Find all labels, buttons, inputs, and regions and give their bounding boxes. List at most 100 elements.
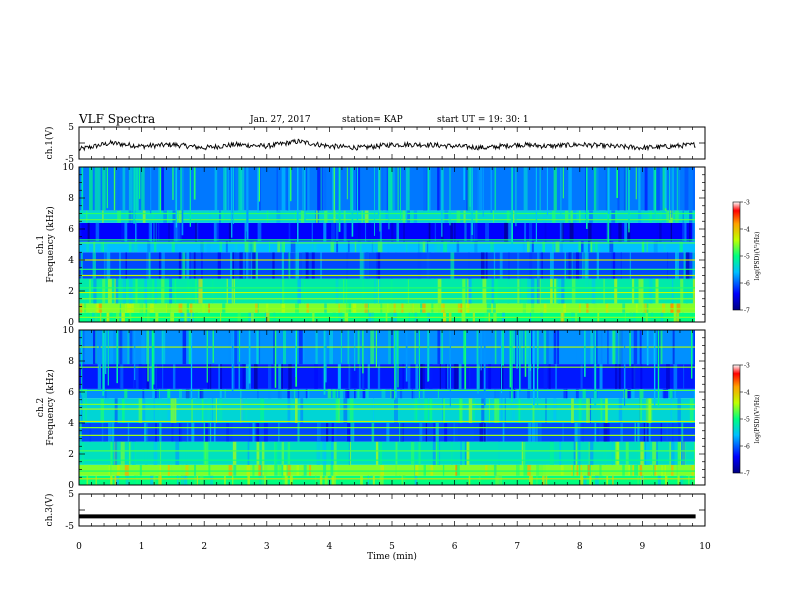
ch2-spectrogram-channel-label: ch.2: [36, 398, 46, 417]
ch1-spectrogram-speckle: [675, 252, 679, 279]
ch2-spectrogram-speckle: [115, 475, 120, 485]
ch1-spectrogram-speckle: [507, 278, 510, 304]
ch2-spectrogram-speckle: [144, 423, 147, 442]
ch1-spectrogram-speckle: [252, 252, 256, 279]
ch1-spectrogram-speckle: [343, 210, 346, 223]
ch1-spectrogram-speckle: [588, 222, 592, 242]
ch2-spectrogram-speckle: [350, 423, 355, 442]
ch2-spectrogram-speckle: [191, 398, 193, 423]
ch2-spectrogram-speckle: [211, 398, 215, 423]
ch1-spectrogram-speckle: [117, 167, 120, 211]
ch2-spectrogram-speckle: [111, 441, 114, 465]
ch2-spectrogram-speckle: [532, 398, 535, 423]
ch1-spectrogram-speckle: [281, 252, 285, 279]
ch2-spectrogram-speckle: [172, 364, 176, 389]
ch2-spectrogram-speckle: [542, 475, 545, 485]
ch2-spectrogram-speckle: [536, 475, 538, 485]
ch2-spectrogram-speckle: [634, 464, 639, 476]
ch2-spectrogram-speckle: [682, 475, 687, 485]
ch2-spectrogram-speckle: [256, 423, 260, 442]
ch2-spectrogram-speckle: [575, 441, 578, 465]
ch2-spectrogram-speckle: [582, 423, 584, 442]
ch2-spectrogram-speckle: [455, 423, 458, 442]
ch2-spectrogram-speckle: [349, 398, 354, 423]
ch2-spectrogram-speckle: [148, 364, 153, 389]
ch1-spectrogram-speckle: [461, 278, 465, 304]
ch1-spectrogram-speckle: [240, 167, 245, 211]
ch1-spectrogram-speckle: [420, 303, 423, 313]
ch2-spectrogram-speckle: [428, 364, 433, 389]
ch2-spectrogram-speckle: [612, 475, 614, 485]
ch2-spectrogram-speckle: [158, 475, 160, 485]
ch2-spectrogram-speckle: [594, 423, 597, 442]
ch2-spectrogram-speckle: [134, 475, 136, 485]
ch2-spectrogram-speckle: [418, 441, 421, 465]
ch2-spectrogram-speckle: [199, 388, 202, 399]
ch1-spectrogram-speckle: [93, 278, 97, 304]
ch1-spectrogram-speckle: [213, 222, 218, 242]
ch1-spectrogram-speckle: [575, 252, 580, 279]
ch1-spectrogram-speckle: [463, 210, 466, 223]
x-tick-label: 7: [514, 542, 520, 552]
ch2-spectrogram-speckle: [82, 398, 84, 423]
ch1-spectrogram-speckle: [387, 303, 391, 313]
ch2-spectrogram-speckle: [670, 441, 675, 465]
ch1-spectrogram-speckle: [678, 167, 681, 211]
ch1-spectrogram-speckle: [486, 303, 490, 313]
ch1-spectrogram-speckle: [230, 252, 233, 279]
ch2-spectrogram-speckle: [580, 364, 582, 389]
ch1-spectrogram-speckle: [359, 241, 362, 253]
ch1-spectrogram-band: [79, 241, 695, 253]
ch1-spectrogram-speckle: [543, 303, 547, 313]
ch2-spectrogram-speckle: [650, 475, 653, 485]
ch1-spectrogram-speckle: [578, 303, 581, 313]
ch1-spectrogram-speckle: [531, 241, 534, 253]
ch2-spectrogram-speckle: [330, 464, 334, 476]
ch1-spectrogram-speckle: [386, 167, 389, 211]
ch1-spectrogram-speckle: [584, 278, 589, 304]
ch1-spectrogram-speckle: [615, 210, 617, 223]
ch1-spectrogram-speckle: [297, 278, 301, 304]
ch1-spectrogram-speckle: [552, 241, 555, 253]
ch2-spectrogram-speckle: [252, 464, 255, 476]
ch2-spectrogram-speckle: [453, 423, 456, 442]
ch2-spectrogram-speckle: [601, 475, 603, 485]
ch1-spectrogram-speckle: [119, 252, 121, 279]
ch2-spectrogram-speckle: [640, 441, 644, 465]
ch2-spectrogram-speckle: [600, 398, 603, 423]
ch2-spectrogram-speckle: [175, 441, 180, 465]
ch2-spectrogram-speckle: [657, 475, 661, 485]
ch1-spectrogram-speckle: [148, 222, 151, 242]
ch1-spectrogram-speckle: [188, 252, 191, 279]
ch1-spectrogram-speckle: [346, 278, 348, 304]
ch2-spectrogram-speckle: [522, 441, 526, 465]
ch2-spectrogram-speckle: [496, 398, 500, 423]
ch2-spectrogram-speckle: [518, 398, 521, 423]
ch2-spectrogram-speckle: [296, 464, 299, 476]
ch2-spectrogram-speckle: [681, 441, 686, 465]
ch2-spectrogram-speckle: [371, 423, 375, 442]
ch1-spectrogram-speckle: [100, 241, 104, 253]
ch1-spectrogram-speckle: [570, 210, 574, 223]
ch2-spectrogram-speckle: [432, 441, 436, 465]
ch2-spectrogram-speckle: [639, 464, 643, 476]
ch1-spectrogram-speckle: [195, 222, 197, 242]
ch2-spectrogram-speckle: [666, 364, 670, 389]
ch1-spectrogram-speckle: [151, 210, 155, 223]
ch1-spectrogram-colorbar: [732, 201, 741, 311]
ch2-spectrogram-speckle: [688, 475, 690, 485]
ch2-spectrogram-speckle: [114, 398, 118, 423]
ch2-spectrogram-speckle: [587, 464, 590, 476]
ch1-spectrogram-speckle: [529, 252, 533, 279]
ch1-spectrogram-speckle: [492, 210, 495, 223]
ch1-spectrogram-speckle: [464, 222, 467, 242]
ch1-spectrogram-speckle: [686, 252, 690, 279]
ch2-spectrogram-speckle: [620, 423, 623, 442]
ch2-spectrogram-speckle: [391, 388, 394, 399]
ch2-spectrogram-speckle: [420, 364, 425, 389]
ch1-spectrogram-speckle: [467, 303, 470, 313]
ch1-spectrogram-speckle: [320, 252, 322, 279]
ch1-spectrogram-speckle: [611, 210, 616, 223]
ch2-spectrogram-colorbar-tick-label: -4: [744, 390, 750, 397]
ch1-spectrogram-ytick-label: 10: [63, 163, 75, 173]
